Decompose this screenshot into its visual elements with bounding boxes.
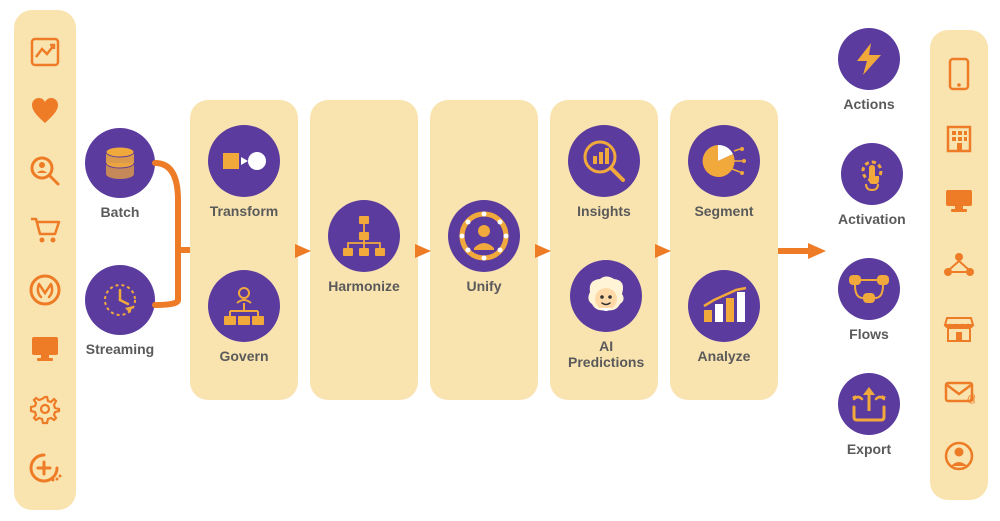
export-node: Export [838, 373, 900, 457]
batch-node: Batch [85, 128, 155, 220]
unify-label: Unify [467, 278, 502, 294]
mulesoft-icon [28, 273, 62, 307]
govern-circle [208, 270, 280, 342]
phone-icon [942, 57, 976, 91]
insights-circle [568, 125, 640, 197]
ai-label: AI Predictions [568, 338, 644, 370]
activation-label: Activation [838, 211, 906, 227]
batch-circle [85, 128, 155, 198]
segment-node: Segment [688, 125, 760, 219]
analyze-node: Analyze [688, 270, 760, 364]
svg-text:@: @ [967, 393, 975, 405]
streaming-node: Streaming [85, 265, 155, 357]
diagram-stage: Batch Streaming Tran [0, 0, 1000, 521]
transform-circle [208, 125, 280, 197]
activation-node: Activation [838, 143, 906, 227]
email-icon: @ [942, 375, 976, 409]
segment-label: Segment [694, 203, 753, 219]
flows-circle [838, 258, 900, 320]
harmonize-circle [328, 200, 400, 272]
streaming-circle [85, 265, 155, 335]
export-label: Export [847, 441, 891, 457]
transform-label: Transform [210, 203, 278, 219]
actions-label: Actions [843, 96, 894, 112]
arrow-4 [653, 240, 675, 262]
harmonize-node: Harmonize [328, 200, 400, 294]
lightning-icon [851, 41, 887, 77]
flows-node: Flows [838, 258, 900, 342]
heart-icon [28, 94, 62, 128]
monitor-icon [28, 332, 62, 366]
person-icon [942, 439, 976, 473]
harmonize-label: Harmonize [328, 278, 400, 294]
ai-circle [570, 260, 642, 332]
analyze-icon [700, 286, 748, 326]
streaming-label: Streaming [86, 341, 154, 357]
add-more-icon [28, 451, 62, 485]
actions-circle [838, 28, 900, 90]
arrow-2 [413, 240, 435, 262]
analyze-label: Analyze [698, 348, 751, 364]
arrow-3 [533, 240, 555, 262]
transform-node: Transform [208, 125, 280, 219]
govern-node: Govern [208, 270, 280, 364]
cart-icon [28, 213, 62, 247]
gear-icon [28, 392, 62, 426]
unify-circle [448, 200, 520, 272]
segment-circle [688, 125, 760, 197]
batch-label: Batch [101, 204, 140, 220]
clock-streaming-icon [98, 278, 142, 322]
export-circle [838, 373, 900, 435]
actions-node: Actions [838, 28, 900, 112]
people-network-icon [942, 248, 976, 282]
segment-icon [700, 139, 748, 183]
harmonize-icon [339, 214, 389, 258]
ai-predictions-node: AI Predictions [568, 260, 644, 370]
transform-icon [221, 146, 267, 176]
unify-icon [456, 208, 512, 264]
arrow-5 [778, 240, 828, 262]
activation-circle [841, 143, 903, 205]
activation-icon [852, 154, 892, 194]
arrow-1 [293, 240, 315, 262]
export-icon [848, 385, 890, 423]
insights-node: Insights [568, 125, 640, 219]
analyze-circle [688, 270, 760, 342]
flows-label: Flows [849, 326, 889, 342]
right-targets-panel: @ [930, 30, 988, 500]
govern-label: Govern [219, 348, 268, 364]
govern-icon [220, 285, 268, 327]
chart-icon [28, 35, 62, 69]
database-icon [100, 143, 140, 183]
building-icon [942, 121, 976, 155]
unify-node: Unify [448, 200, 520, 294]
flows-icon [847, 271, 891, 307]
einstein-icon [580, 272, 632, 320]
left-sources-panel [14, 10, 76, 510]
insights-label: Insights [577, 203, 631, 219]
insights-icon [581, 138, 627, 184]
monitor2-icon [942, 184, 976, 218]
search-person-icon [28, 154, 62, 188]
store-icon [942, 312, 976, 346]
